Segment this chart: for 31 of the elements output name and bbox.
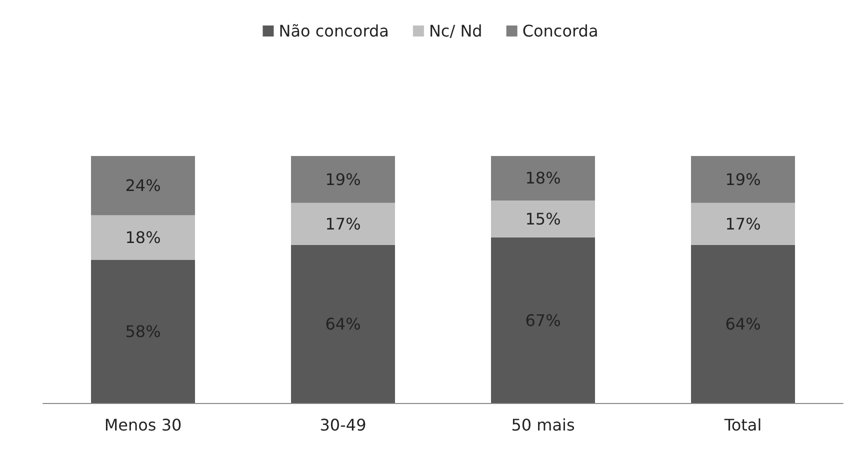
data-label: 58%	[125, 322, 161, 341]
legend-label: Não concorda	[278, 22, 389, 40]
bar	[691, 244, 795, 403]
bar	[691, 156, 795, 203]
x-tick-label: 30-49	[320, 416, 366, 434]
data-label: 17%	[325, 214, 361, 234]
x-tick-label: Total	[723, 416, 762, 434]
legend-label: Concorda	[522, 22, 598, 40]
data-label: 18%	[125, 228, 161, 248]
data-label: 67%	[525, 310, 561, 330]
bar	[91, 260, 195, 403]
data-label: 64%	[725, 314, 761, 334]
data-label: 64%	[325, 314, 361, 334]
x-tick-label: 50 mais	[511, 416, 575, 434]
data-label: 19%	[725, 170, 761, 189]
x-tick-label: Menos 30	[104, 416, 182, 434]
data-label: 19%	[325, 170, 361, 189]
data-label: 24%	[125, 176, 161, 196]
data-label: 17%	[725, 214, 761, 234]
data-label: 18%	[525, 168, 561, 188]
legend-label: Nc/ Nd	[428, 22, 482, 40]
bar	[491, 200, 595, 238]
bar	[91, 156, 195, 216]
bar	[491, 156, 595, 200]
data-label: 15%	[525, 209, 561, 228]
bar	[491, 238, 595, 403]
bar	[291, 244, 395, 403]
bar	[291, 156, 395, 203]
bar	[691, 202, 795, 245]
bar	[91, 215, 195, 260]
bar	[291, 202, 395, 245]
